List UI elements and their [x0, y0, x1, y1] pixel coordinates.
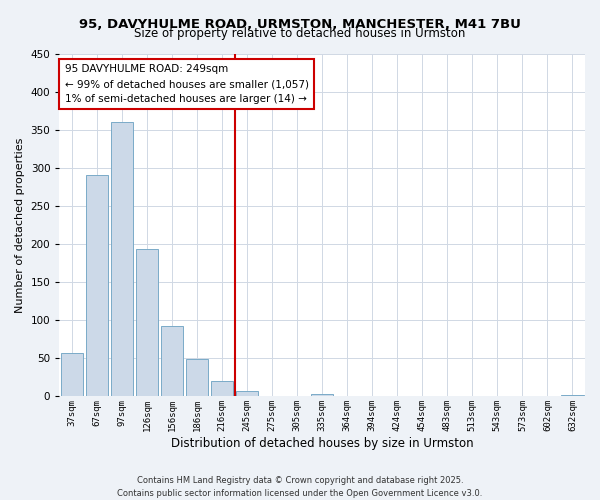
Bar [311, 394, 334, 396]
Bar [136, 249, 158, 396]
Text: 95 DAVYHULME ROAD: 249sqm
← 99% of detached houses are smaller (1,057)
1% of sem: 95 DAVYHULME ROAD: 249sqm ← 99% of detac… [65, 64, 308, 104]
Bar [86, 175, 108, 396]
Bar [236, 391, 259, 396]
Bar [161, 326, 183, 396]
Text: Contains HM Land Registry data © Crown copyright and database right 2025.
Contai: Contains HM Land Registry data © Crown c… [118, 476, 482, 498]
Text: 95, DAVYHULME ROAD, URMSTON, MANCHESTER, M41 7BU: 95, DAVYHULME ROAD, URMSTON, MANCHESTER,… [79, 18, 521, 30]
Bar [110, 122, 133, 396]
Text: Size of property relative to detached houses in Urmston: Size of property relative to detached ho… [134, 28, 466, 40]
Bar [561, 395, 584, 396]
Bar [186, 359, 208, 397]
Bar [61, 353, 83, 397]
Y-axis label: Number of detached properties: Number of detached properties [15, 138, 25, 313]
Bar [211, 381, 233, 396]
X-axis label: Distribution of detached houses by size in Urmston: Distribution of detached houses by size … [171, 437, 473, 450]
